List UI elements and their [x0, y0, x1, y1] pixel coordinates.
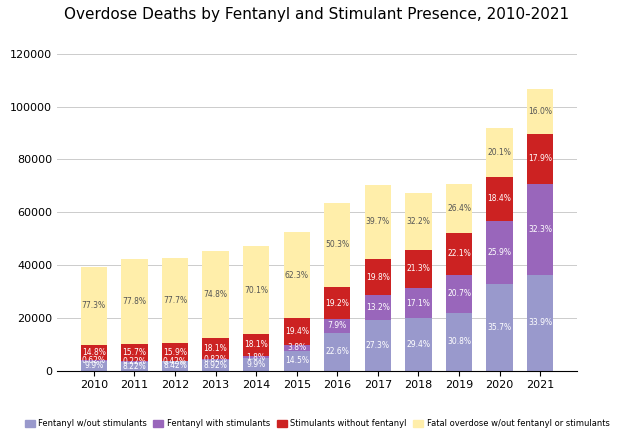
- Bar: [121, 259, 148, 344]
- Text: 16.0%: 16.0%: [528, 106, 552, 116]
- Bar: [486, 177, 513, 221]
- Bar: [283, 232, 310, 318]
- Text: 32.3%: 32.3%: [528, 225, 552, 234]
- Bar: [446, 275, 472, 313]
- Text: 8.22%: 8.22%: [122, 361, 146, 371]
- Text: 22.6%: 22.6%: [325, 347, 349, 356]
- Bar: [162, 258, 188, 344]
- Bar: [81, 361, 107, 371]
- Bar: [243, 246, 269, 334]
- Bar: [446, 233, 472, 275]
- Text: 14.8%: 14.8%: [82, 348, 106, 357]
- Text: 27.3%: 27.3%: [366, 341, 390, 350]
- Text: 9.9%: 9.9%: [247, 360, 266, 369]
- Bar: [405, 193, 432, 250]
- Bar: [324, 203, 351, 287]
- Text: 15.7%: 15.7%: [122, 348, 146, 358]
- Bar: [365, 259, 391, 296]
- Text: 1.8%: 1.8%: [247, 353, 266, 362]
- Bar: [202, 252, 229, 338]
- Bar: [121, 361, 148, 371]
- Text: 0.22%: 0.22%: [122, 357, 146, 366]
- Bar: [202, 338, 229, 359]
- Text: 0.62%: 0.62%: [82, 356, 106, 365]
- Bar: [243, 356, 269, 358]
- Bar: [283, 345, 310, 351]
- Bar: [527, 89, 553, 133]
- Text: 20.7%: 20.7%: [447, 290, 471, 298]
- Text: 70.1%: 70.1%: [244, 286, 268, 294]
- Text: 50.3%: 50.3%: [325, 240, 349, 249]
- Text: 17.1%: 17.1%: [406, 299, 430, 307]
- Text: 13.2%: 13.2%: [366, 303, 390, 312]
- Text: 33.9%: 33.9%: [528, 318, 552, 327]
- Bar: [405, 318, 432, 371]
- Legend: Fentanyl w/out stimulants, Fentanyl with stimulants, Stimulants without fentanyl: Fentanyl w/out stimulants, Fentanyl with…: [22, 416, 612, 432]
- Text: 19.2%: 19.2%: [325, 299, 349, 308]
- Bar: [202, 360, 229, 371]
- Text: 18.4%: 18.4%: [488, 194, 512, 204]
- Bar: [527, 184, 553, 275]
- Title: Overdose Deaths by Fentanyl and Stimulant Presence, 2010-2021: Overdose Deaths by Fentanyl and Stimulan…: [65, 7, 569, 22]
- Bar: [81, 360, 107, 361]
- Bar: [365, 296, 391, 320]
- Bar: [446, 184, 472, 233]
- Bar: [486, 221, 513, 284]
- Text: 77.3%: 77.3%: [82, 301, 106, 310]
- Text: 14.5%: 14.5%: [285, 356, 309, 365]
- Bar: [243, 358, 269, 371]
- Text: 8.92%: 8.92%: [204, 361, 228, 370]
- Text: 19.8%: 19.8%: [366, 272, 390, 282]
- Bar: [162, 361, 188, 371]
- Text: 35.7%: 35.7%: [488, 323, 512, 332]
- Bar: [365, 185, 391, 259]
- Text: 39.7%: 39.7%: [366, 218, 390, 226]
- Bar: [81, 267, 107, 345]
- Text: 20.1%: 20.1%: [488, 148, 512, 157]
- Text: 77.7%: 77.7%: [163, 296, 187, 305]
- Text: 26.4%: 26.4%: [447, 204, 471, 213]
- Bar: [283, 318, 310, 345]
- Text: 62.3%: 62.3%: [285, 271, 309, 280]
- Text: 15.9%: 15.9%: [163, 347, 187, 357]
- Text: 8.42%: 8.42%: [163, 361, 187, 371]
- Text: 18.1%: 18.1%: [204, 344, 228, 353]
- Text: 74.8%: 74.8%: [204, 290, 228, 300]
- Bar: [527, 133, 553, 184]
- Text: 0.82%: 0.82%: [204, 355, 228, 364]
- Text: 22.1%: 22.1%: [447, 249, 471, 259]
- Text: 77.8%: 77.8%: [122, 297, 146, 306]
- Bar: [283, 351, 310, 371]
- Bar: [365, 320, 391, 371]
- Bar: [81, 345, 107, 360]
- Bar: [405, 288, 432, 318]
- Bar: [405, 250, 432, 288]
- Bar: [243, 334, 269, 356]
- Text: 19.4%: 19.4%: [285, 327, 309, 336]
- Bar: [527, 275, 553, 371]
- Text: 7.9%: 7.9%: [328, 321, 347, 330]
- Bar: [162, 344, 188, 361]
- Bar: [324, 319, 351, 333]
- Bar: [202, 359, 229, 360]
- Bar: [324, 333, 351, 371]
- Text: 9.9%: 9.9%: [84, 361, 103, 370]
- Text: 18.1%: 18.1%: [244, 341, 268, 349]
- Text: 17.9%: 17.9%: [528, 154, 552, 164]
- Text: 21.3%: 21.3%: [406, 264, 430, 273]
- Bar: [446, 313, 472, 371]
- Text: 29.4%: 29.4%: [406, 340, 430, 349]
- Text: 3.8%: 3.8%: [287, 344, 306, 352]
- Text: 32.2%: 32.2%: [406, 217, 430, 226]
- Text: 25.9%: 25.9%: [488, 248, 512, 257]
- Bar: [324, 287, 351, 319]
- Text: 0.42%: 0.42%: [163, 357, 187, 366]
- Bar: [486, 128, 513, 177]
- Bar: [121, 344, 148, 361]
- Bar: [486, 284, 513, 371]
- Text: 30.8%: 30.8%: [447, 337, 471, 346]
